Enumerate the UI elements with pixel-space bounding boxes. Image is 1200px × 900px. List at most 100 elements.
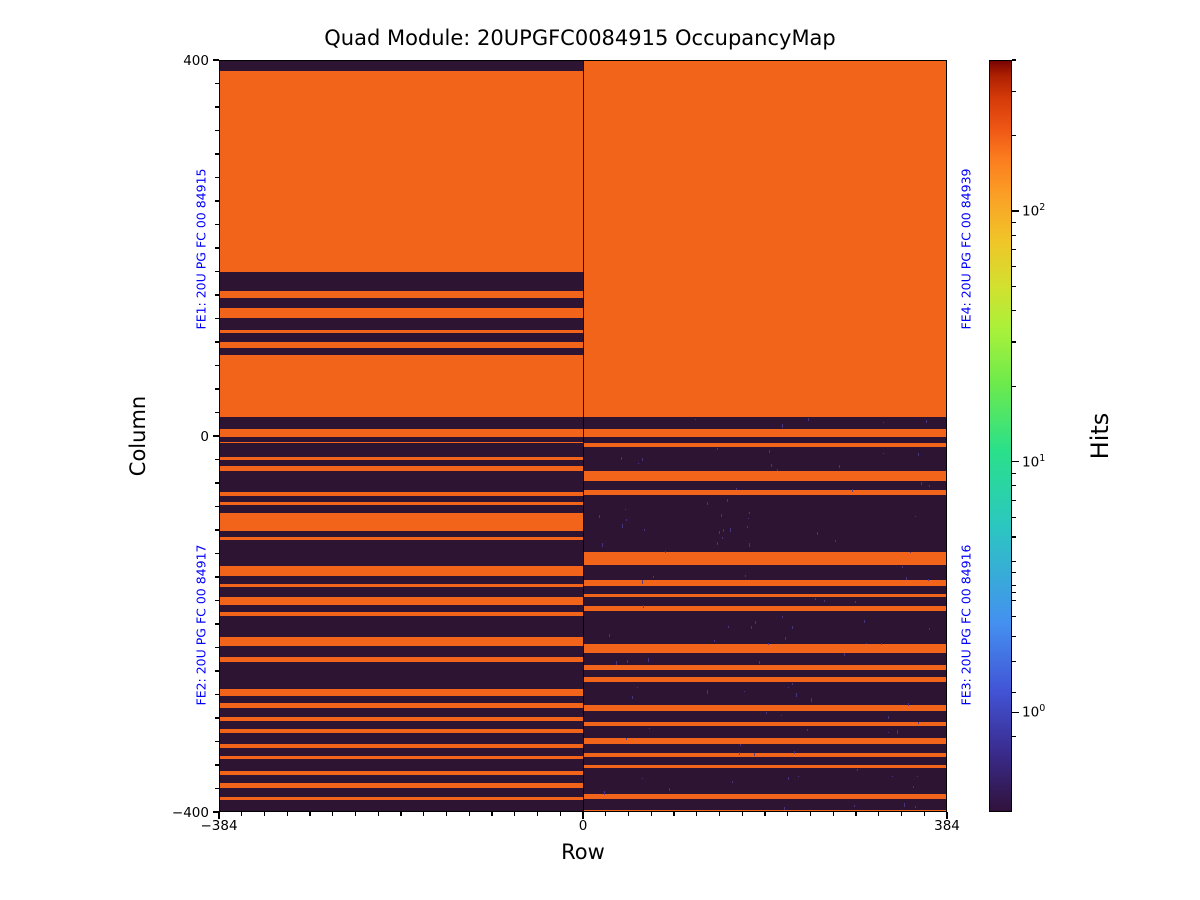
heatmap-dead-band [220,775,583,784]
heatmap-noise-pixel [735,488,737,491]
colorbar-tick-minor [1012,234,1016,236]
heatmap-noise-pixel [910,551,912,553]
heatmap-dead-band [220,271,583,291]
heatmap-noise-pixel [727,626,729,629]
heatmap-noise-pixel [720,514,722,518]
heatmap-noise-pixel [853,804,855,807]
heatmap-noise-pixel [738,752,740,756]
ytick-minor [215,576,219,578]
heatmap-noise-pixel [882,421,884,423]
colorbar-tick-minor [1012,221,1016,223]
heatmap-dead-band [583,725,946,739]
heatmap-noise-pixel [787,776,789,780]
heatmap-noise-pixel [754,620,756,624]
heatmap-noise-pixel [855,600,857,603]
heatmap-noise-pixel [880,643,882,646]
heatmap-dead-band [220,799,583,811]
colorbar-tick-minor [1012,735,1016,738]
heatmap-dead-band [220,787,583,798]
ytick-minor [215,670,219,672]
heatmap-noise-pixel [791,625,793,629]
xtick-minor [718,812,721,816]
colorbar-tick-minor [1012,134,1016,136]
heatmap-noise-pixel [901,566,903,568]
xtick-major [218,812,220,819]
occupancy-heatmap[interactable] [219,60,947,812]
heatmap-dead-band [583,586,946,594]
ytick-minor [215,153,219,155]
heatmap-noise-pixel [784,807,786,811]
annotation-fe2: FE2: 20U PG FC 00 84917 [193,544,209,706]
ytick-major [212,59,219,61]
heatmap-noise-pixel [907,703,909,707]
heatmap-dead-band [583,417,946,429]
heatmap-noise-pixel [807,418,809,422]
xtick-minor [832,812,834,816]
heatmap-dead-band [220,646,583,658]
heatmap-noise-pixel [857,768,859,771]
heatmap-noise-pixel [602,542,604,547]
heatmap-dead-band [583,436,946,443]
xtick-minor [536,812,539,816]
colorbar[interactable] [989,60,1012,812]
xtick-minor [809,812,812,816]
xtick-minor [514,812,516,816]
heatmap-dead-band [583,682,946,705]
heatmap-noise-pixel [928,579,930,582]
ytick-minor [215,82,219,85]
heatmap-noise-pixel [794,750,796,754]
heatmap-noise-pixel [638,463,640,465]
colorbar-tick-label: 100 [1022,703,1046,721]
ytick-minor [215,529,219,531]
colorbar-tick-minor [1012,660,1016,662]
heatmap-noise-pixel [694,419,696,421]
heatmap-noise-pixel [664,550,666,553]
colorbar-tick-minor [1012,265,1016,268]
colorbar-tick-minor [1012,285,1016,287]
heatmap-dead-band [220,616,583,637]
ytick-minor [215,388,219,390]
heatmap-noise-pixel [632,696,633,700]
heatmap-dead-band [220,348,583,355]
heatmap-noise-pixel [616,661,618,666]
heatmap-right-half [583,61,946,811]
heatmap-noise-pixel [621,524,623,529]
heatmap-dead-band [220,708,583,718]
xtick-minor [900,812,903,816]
heatmap-noise-pixel [621,457,623,461]
xtick-minor [673,812,675,816]
heatmap-noise-pixel [744,690,746,692]
heatmap-noise-pixel [795,693,797,698]
heatmap-noise-pixel [864,619,866,623]
xtick-minor [263,812,266,816]
heatmap-noise-pixel [647,658,649,663]
heatmap-noise-pixel [750,626,752,630]
heatmap-noise-pixel [823,600,825,603]
heatmap-dead-band [220,442,583,457]
xtick-minor [377,812,379,816]
colorbar-tick-major [1012,210,1019,212]
heatmap-noise-pixel [625,737,627,740]
heatmap-noise-pixel [753,752,755,756]
heatmap-dead-band [583,610,946,644]
heatmap-noise-pixel [758,660,760,664]
xtick-label-0: 0 [578,818,588,834]
heatmap-noise-pixel [810,698,812,703]
xtick-minor [286,812,288,816]
heatmap-dead-band [583,757,946,765]
ytick-minor [215,176,219,179]
heatmap-dead-band [583,799,946,810]
colorbar-tick-minor [1012,572,1016,574]
heatmap-noise-pixel [769,450,771,454]
ytick-minor [215,106,219,108]
heatmap-noise-pixel [912,785,914,788]
xtick-minor [354,812,357,816]
colorbar-tick-minor [1012,592,1016,594]
heatmap-dead-band [220,505,583,514]
ytick-major [212,811,219,813]
heatmap-noise-pixel [668,788,670,792]
heatmap-dead-band [220,530,583,538]
xtick-minor [309,812,311,816]
page-title: Quad Module: 20UPGFC0084915 OccupancyMap [324,26,836,50]
heatmap-noise-pixel [747,526,749,529]
